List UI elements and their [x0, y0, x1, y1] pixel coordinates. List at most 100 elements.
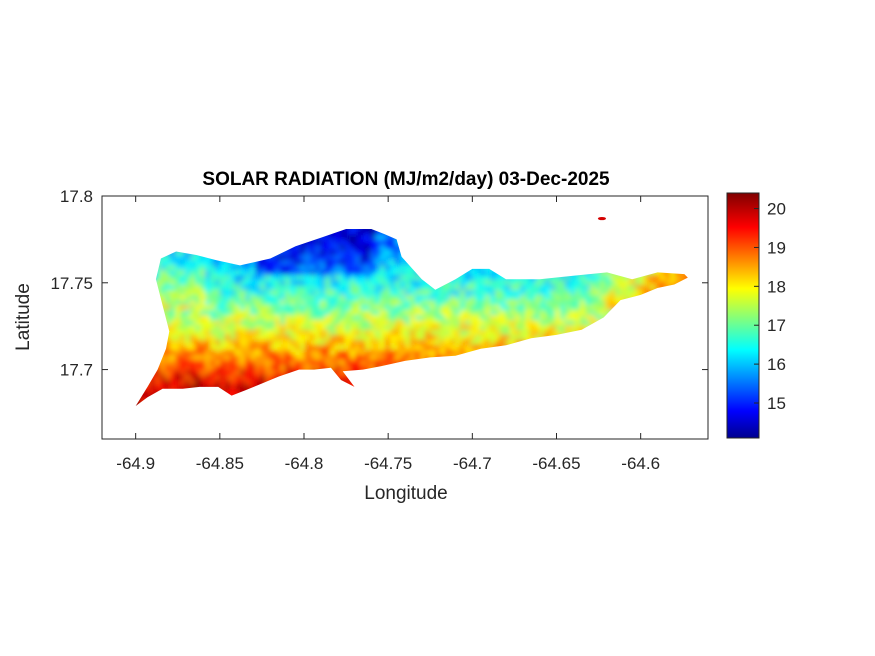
field-cell [380, 265, 386, 271]
field-cell [415, 300, 421, 306]
field-cell [310, 325, 316, 331]
field-cell [165, 340, 171, 346]
field-cell [395, 340, 401, 346]
field-cell [380, 285, 386, 291]
field-cell [330, 310, 336, 316]
field-cell [670, 280, 676, 286]
field-cell [230, 390, 236, 396]
field-cell [635, 275, 641, 281]
field-cell [515, 320, 521, 326]
field-cell [170, 260, 176, 266]
field-cell [500, 330, 506, 336]
field-cell [445, 295, 451, 301]
field-cell [490, 325, 496, 331]
field-cell [170, 335, 176, 341]
field-cell [325, 320, 331, 326]
field-cell [175, 300, 181, 306]
field-cell [215, 370, 221, 376]
field-cell [480, 310, 486, 316]
field-cell [335, 310, 341, 316]
field-cell [500, 325, 506, 331]
field-cell [300, 300, 306, 306]
field-cell [180, 315, 186, 321]
field-cell [260, 375, 266, 381]
field-cell [180, 325, 186, 331]
field-cell [565, 290, 571, 296]
field-cell [255, 380, 261, 386]
field-cell [275, 315, 281, 321]
field-cell [345, 365, 351, 371]
field-cell [385, 245, 391, 251]
field-cell [505, 320, 511, 326]
field-cell [460, 295, 466, 301]
field-cell [520, 335, 526, 341]
field-cell [245, 265, 251, 271]
field-cell [330, 270, 336, 276]
field-cell [555, 295, 561, 301]
field-cell [165, 270, 171, 276]
field-cell [165, 300, 171, 306]
field-cell [580, 325, 586, 331]
field-cell [310, 320, 316, 326]
field-cell [340, 230, 346, 236]
field-cell [185, 295, 191, 301]
field-cell [450, 310, 456, 316]
field-cell [415, 345, 421, 351]
field-cell [245, 275, 251, 281]
field-cell [370, 315, 376, 321]
field-cell [290, 350, 296, 356]
field-cell [535, 295, 541, 301]
field-cell [225, 290, 231, 296]
field-cell [175, 380, 181, 386]
field-cell [355, 285, 361, 291]
field-cell [380, 255, 386, 261]
field-cell [370, 300, 376, 306]
field-cell [355, 265, 361, 271]
field-cell [450, 305, 456, 311]
field-cell [175, 375, 181, 381]
field-cell [200, 265, 206, 271]
field-cell [190, 320, 196, 326]
field-cell [255, 285, 261, 291]
field-cell [590, 320, 596, 326]
field-cell [200, 360, 206, 366]
field-cell [210, 320, 216, 326]
field-cell [250, 335, 256, 341]
field-cell [230, 270, 236, 276]
field-cell [370, 280, 376, 286]
colorbar-tick-label: 17 [767, 316, 786, 335]
field-cell [440, 320, 446, 326]
field-cell [415, 295, 421, 301]
field-cell [220, 360, 226, 366]
field-cell [445, 305, 451, 311]
field-cell [605, 300, 611, 306]
field-cell [320, 310, 326, 316]
field-cell [380, 305, 386, 311]
field-cell [335, 275, 341, 281]
field-cell [500, 290, 506, 296]
field-cell [200, 335, 206, 341]
field-cell [515, 290, 521, 296]
field-cell [185, 355, 191, 361]
field-cell [385, 355, 391, 361]
field-cell [395, 290, 401, 296]
field-cell [235, 285, 241, 291]
field-cell [325, 360, 331, 366]
field-cell [310, 250, 316, 256]
field-cell [180, 280, 186, 286]
field-cell [315, 360, 321, 366]
field-cell [245, 315, 251, 321]
field-cell [225, 345, 231, 351]
field-cell [385, 275, 391, 281]
field-cell [315, 335, 321, 341]
field-cell [180, 275, 186, 281]
field-cell [350, 290, 356, 296]
field-cell [340, 255, 346, 261]
field-cell [245, 280, 251, 286]
field-cell [200, 315, 206, 321]
field-cell [225, 335, 231, 341]
field-cell [165, 295, 171, 301]
field-cell [295, 350, 301, 356]
field-cell [395, 255, 401, 261]
field-cell [185, 365, 191, 371]
